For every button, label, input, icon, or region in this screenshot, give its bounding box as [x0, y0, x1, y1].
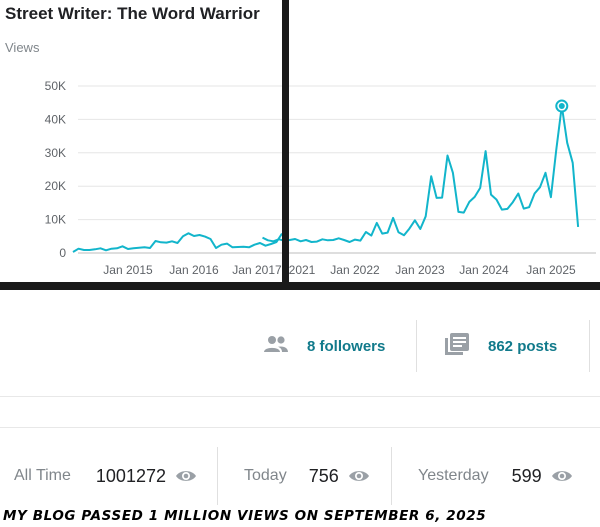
stats-separator: [589, 320, 590, 372]
yesterday-views: Yesterday 599: [418, 447, 573, 505]
screenshot-divider-vertical: [282, 0, 289, 284]
views-chart-panel: 0 10K 20K 30K 40K 50K Jan 2015 Jan 2016 Jan 2017…: [5, 4, 596, 277]
views-series-line: [72, 232, 283, 253]
section-divider: [0, 396, 600, 397]
today-value: 756: [308, 465, 339, 486]
totals-separator: [217, 447, 218, 505]
posts-count: 862 posts: [488, 337, 558, 355]
all-time-value: 1001272: [95, 465, 166, 486]
y-tick-label: 30K: [45, 146, 66, 160]
chart-metric-label: Views: [5, 40, 40, 55]
stats-separator: [416, 320, 417, 372]
section-divider: [0, 427, 600, 428]
screenshot-divider-horizontal: [0, 282, 600, 290]
views-chart: 0 10K 20K 30K 40K 50K Jan 2015 Jan 2016 Jan 2017…: [45, 79, 596, 277]
yesterday-label: Yesterday: [418, 467, 489, 484]
blog-stats-row: 8 followers 862 posts: [0, 320, 600, 372]
x-tick-label: Jan 2022: [330, 263, 380, 277]
totals-separator: [391, 447, 392, 505]
all-time-label: All Time: [14, 467, 71, 484]
y-tick-label: 10K: [45, 213, 66, 227]
people-icon: [263, 335, 289, 358]
x-tick-label: Jan 2024: [459, 263, 509, 277]
all-time-views: All Time 1001272: [14, 447, 197, 505]
x-tick-label: 2021: [289, 263, 316, 277]
milestone-caption: My blog passed 1 million views on Septem…: [3, 508, 487, 524]
followers-link[interactable]: 8 followers: [263, 320, 385, 372]
x-tick-label: Jan 2023: [395, 263, 445, 277]
eye-icon: [348, 469, 370, 483]
views-series-line: [262, 105, 580, 243]
x-tick-label: Jan 2017: [232, 263, 282, 277]
y-tick-label: 50K: [45, 79, 66, 93]
yesterday-value: 599: [511, 465, 542, 486]
blog-title: Street Writer: The Word Warrior: [5, 4, 260, 23]
peak-marker-dot: [558, 103, 565, 110]
eye-icon: [551, 469, 573, 483]
posts-link[interactable]: 862 posts: [444, 320, 557, 372]
y-tick-label: 20K: [45, 179, 66, 193]
today-label: Today: [244, 467, 287, 484]
totals-row: All Time 1001272 Today 756 Yesterday 599: [0, 447, 600, 505]
x-tick-label: Jan 2025: [526, 263, 576, 277]
x-tick-label: Jan 2015: [103, 263, 153, 277]
x-tick-label: Jan 2016: [169, 263, 219, 277]
posts-library-icon: [444, 332, 470, 361]
eye-icon: [175, 469, 197, 483]
y-tick-label: 0: [59, 246, 66, 260]
y-tick-label: 40K: [45, 112, 66, 126]
followers-count: 8 followers: [307, 337, 386, 355]
today-views: Today 756: [244, 447, 370, 505]
